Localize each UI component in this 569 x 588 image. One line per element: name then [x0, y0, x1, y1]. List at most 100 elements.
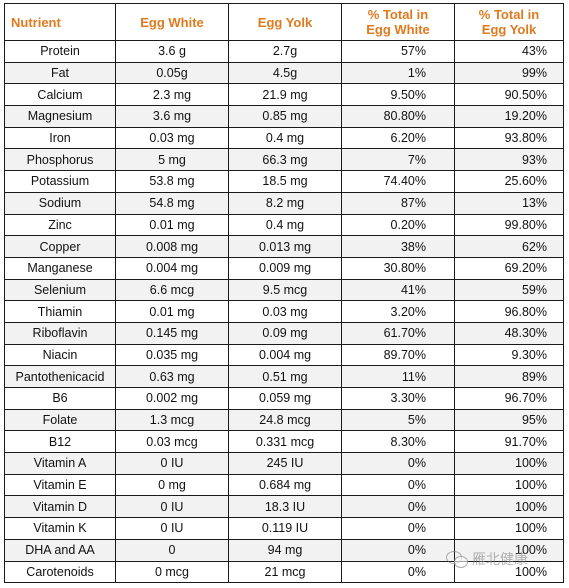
cell-nutrient: Iron: [4, 126, 116, 150]
header-pct-white-line1: % Total in: [367, 7, 429, 22]
cell-egg-white: 0 mcg: [115, 560, 229, 584]
cell-egg-yolk: 0.09 mg: [228, 321, 342, 345]
cell-egg-white: 1.3 mcg: [115, 408, 229, 432]
cell-egg-white: 0.145 mg: [115, 321, 229, 345]
cell-pct-white: 0%: [341, 495, 455, 519]
cell-pct-yolk: 69.20%: [454, 256, 564, 280]
cell-egg-white: 3.6 mg: [115, 105, 229, 128]
cell-egg-yolk: 0.119 IU: [228, 517, 342, 540]
table-row: Magnesium 3.6 mg 0.85 mg 80.80% 19.20%: [4, 105, 564, 128]
cell-egg-white: 5 mg: [115, 148, 229, 172]
cell-pct-white: 0%: [341, 517, 455, 540]
table-row: B6 0.002 mg 0.059 mg 3.30% 96.70%: [4, 387, 564, 410]
cell-pct-yolk: 62%: [454, 235, 564, 258]
cell-egg-white: 0 IU: [115, 495, 229, 519]
cell-egg-yolk: 0.331 mcg: [228, 430, 342, 454]
cell-pct-yolk: 100%: [454, 517, 564, 540]
table-row: Folate 1.3 mcg 24.8 mcg 5% 95%: [4, 408, 564, 432]
header-pct-yolk-line1: % Total in: [478, 7, 540, 22]
cell-nutrient: Carotenoids: [4, 560, 116, 584]
table-row: Calcium 2.3 mg 21.9 mg 9.50% 90.50%: [4, 83, 564, 107]
cell-pct-yolk: 91.70%: [454, 430, 564, 454]
cell-pct-yolk: 100%: [454, 473, 564, 497]
cell-egg-yolk: 0.059 mg: [228, 387, 342, 410]
cell-egg-yolk: 94 mg: [228, 538, 342, 562]
cell-nutrient: Magnesium: [4, 105, 116, 128]
cell-egg-yolk: 21 mcg: [228, 560, 342, 584]
cell-nutrient: Thiamin: [4, 300, 116, 323]
cell-pct-yolk: 13%: [454, 191, 564, 215]
cell-pct-white: 6.20%: [341, 126, 455, 150]
cell-nutrient: Copper: [4, 235, 116, 258]
header-nutrient: Nutrient: [4, 3, 116, 41]
table-row: Phosphorus 5 mg 66.3 mg 7% 93%: [4, 148, 564, 172]
cell-egg-yolk: 245 IU: [228, 452, 342, 475]
cell-pct-white: 80.80%: [341, 105, 455, 128]
cell-egg-white: 0.05g: [115, 61, 229, 85]
table-row: Fat 0.05g 4.5g 1% 99%: [4, 61, 564, 85]
cell-egg-white: 0.002 mg: [115, 387, 229, 410]
cell-pct-white: 74.40%: [341, 170, 455, 193]
cell-egg-white: 0.008 mg: [115, 235, 229, 258]
cell-nutrient: Folate: [4, 408, 116, 432]
table-row: Riboflavin 0.145 mg 0.09 mg 61.70% 48.30%: [4, 321, 564, 345]
cell-egg-yolk: 0.03 mg: [228, 300, 342, 323]
cell-pct-yolk: 100%: [454, 495, 564, 519]
cell-egg-yolk: 66.3 mg: [228, 148, 342, 172]
table-row: Zinc 0.01 mg 0.4 mg 0.20% 99.80%: [4, 213, 564, 237]
cell-pct-yolk: 95%: [454, 408, 564, 432]
cell-egg-white: 6.6 mcg: [115, 278, 229, 302]
cell-pct-yolk: 99%: [454, 61, 564, 85]
cell-egg-yolk: 8.2 mg: [228, 191, 342, 215]
cell-nutrient: B6: [4, 387, 116, 410]
cell-pct-yolk: 96.80%: [454, 300, 564, 323]
table-row: Selenium 6.6 mcg 9.5 mcg 41% 59%: [4, 278, 564, 302]
cell-pct-white: 5%: [341, 408, 455, 432]
cell-nutrient: Vitamin K: [4, 517, 116, 540]
cell-pct-white: 8.30%: [341, 430, 455, 454]
cell-pct-white: 0%: [341, 538, 455, 562]
cell-pct-white: 1%: [341, 61, 455, 85]
cell-pct-yolk: 99.80%: [454, 213, 564, 237]
cell-egg-white: 2.3 mg: [115, 83, 229, 107]
cell-egg-white: 0 IU: [115, 452, 229, 475]
cell-pct-white: 0%: [341, 452, 455, 475]
cell-pct-white: 57%: [341, 40, 455, 63]
cell-pct-white: 87%: [341, 191, 455, 215]
cell-nutrient: Vitamin D: [4, 495, 116, 519]
table-row: DHA and AA 0 94 mg 0% 100%: [4, 538, 564, 562]
table-row: Potassium 53.8 mg 18.5 mg 74.40% 25.60%: [4, 170, 564, 193]
cell-nutrient: Vitamin E: [4, 473, 116, 497]
cell-egg-yolk: 18.3 IU: [228, 495, 342, 519]
cell-pct-white: 41%: [341, 278, 455, 302]
cell-nutrient: B12: [4, 430, 116, 454]
table-row: B12 0.03 mcg 0.331 mcg 8.30% 91.70%: [4, 430, 564, 454]
cell-nutrient: Zinc: [4, 213, 116, 237]
cell-pct-white: 3.30%: [341, 387, 455, 410]
cell-egg-yolk: 4.5g: [228, 61, 342, 85]
cell-egg-yolk: 0.4 mg: [228, 126, 342, 150]
cell-pct-yolk: 96.70%: [454, 387, 564, 410]
cell-egg-yolk: 0.85 mg: [228, 105, 342, 128]
cell-pct-yolk: 100%: [454, 538, 564, 562]
cell-egg-yolk: 18.5 mg: [228, 170, 342, 193]
cell-pct-white: 0%: [341, 560, 455, 584]
cell-egg-white: 0.004 mg: [115, 256, 229, 280]
table-row: Manganese 0.004 mg 0.009 mg 30.80% 69.20%: [4, 256, 564, 280]
cell-egg-yolk: 0.4 mg: [228, 213, 342, 237]
cell-pct-yolk: 43%: [454, 40, 564, 63]
cell-egg-white: 0.63 mg: [115, 365, 229, 388]
cell-pct-yolk: 93.80%: [454, 126, 564, 150]
cell-pct-yolk: 48.30%: [454, 321, 564, 345]
cell-egg-yolk: 24.8 mcg: [228, 408, 342, 432]
cell-egg-yolk: 0.004 mg: [228, 343, 342, 367]
cell-egg-white: 0.03 mg: [115, 126, 229, 150]
cell-egg-white: 3.6 g: [115, 40, 229, 63]
cell-nutrient: Calcium: [4, 83, 116, 107]
cell-egg-white: 54.8 mg: [115, 191, 229, 215]
cell-egg-white: 0.035 mg: [115, 343, 229, 367]
table-row: Pantothenicacid 0.63 mg 0.51 mg 11% 89%: [4, 365, 564, 388]
